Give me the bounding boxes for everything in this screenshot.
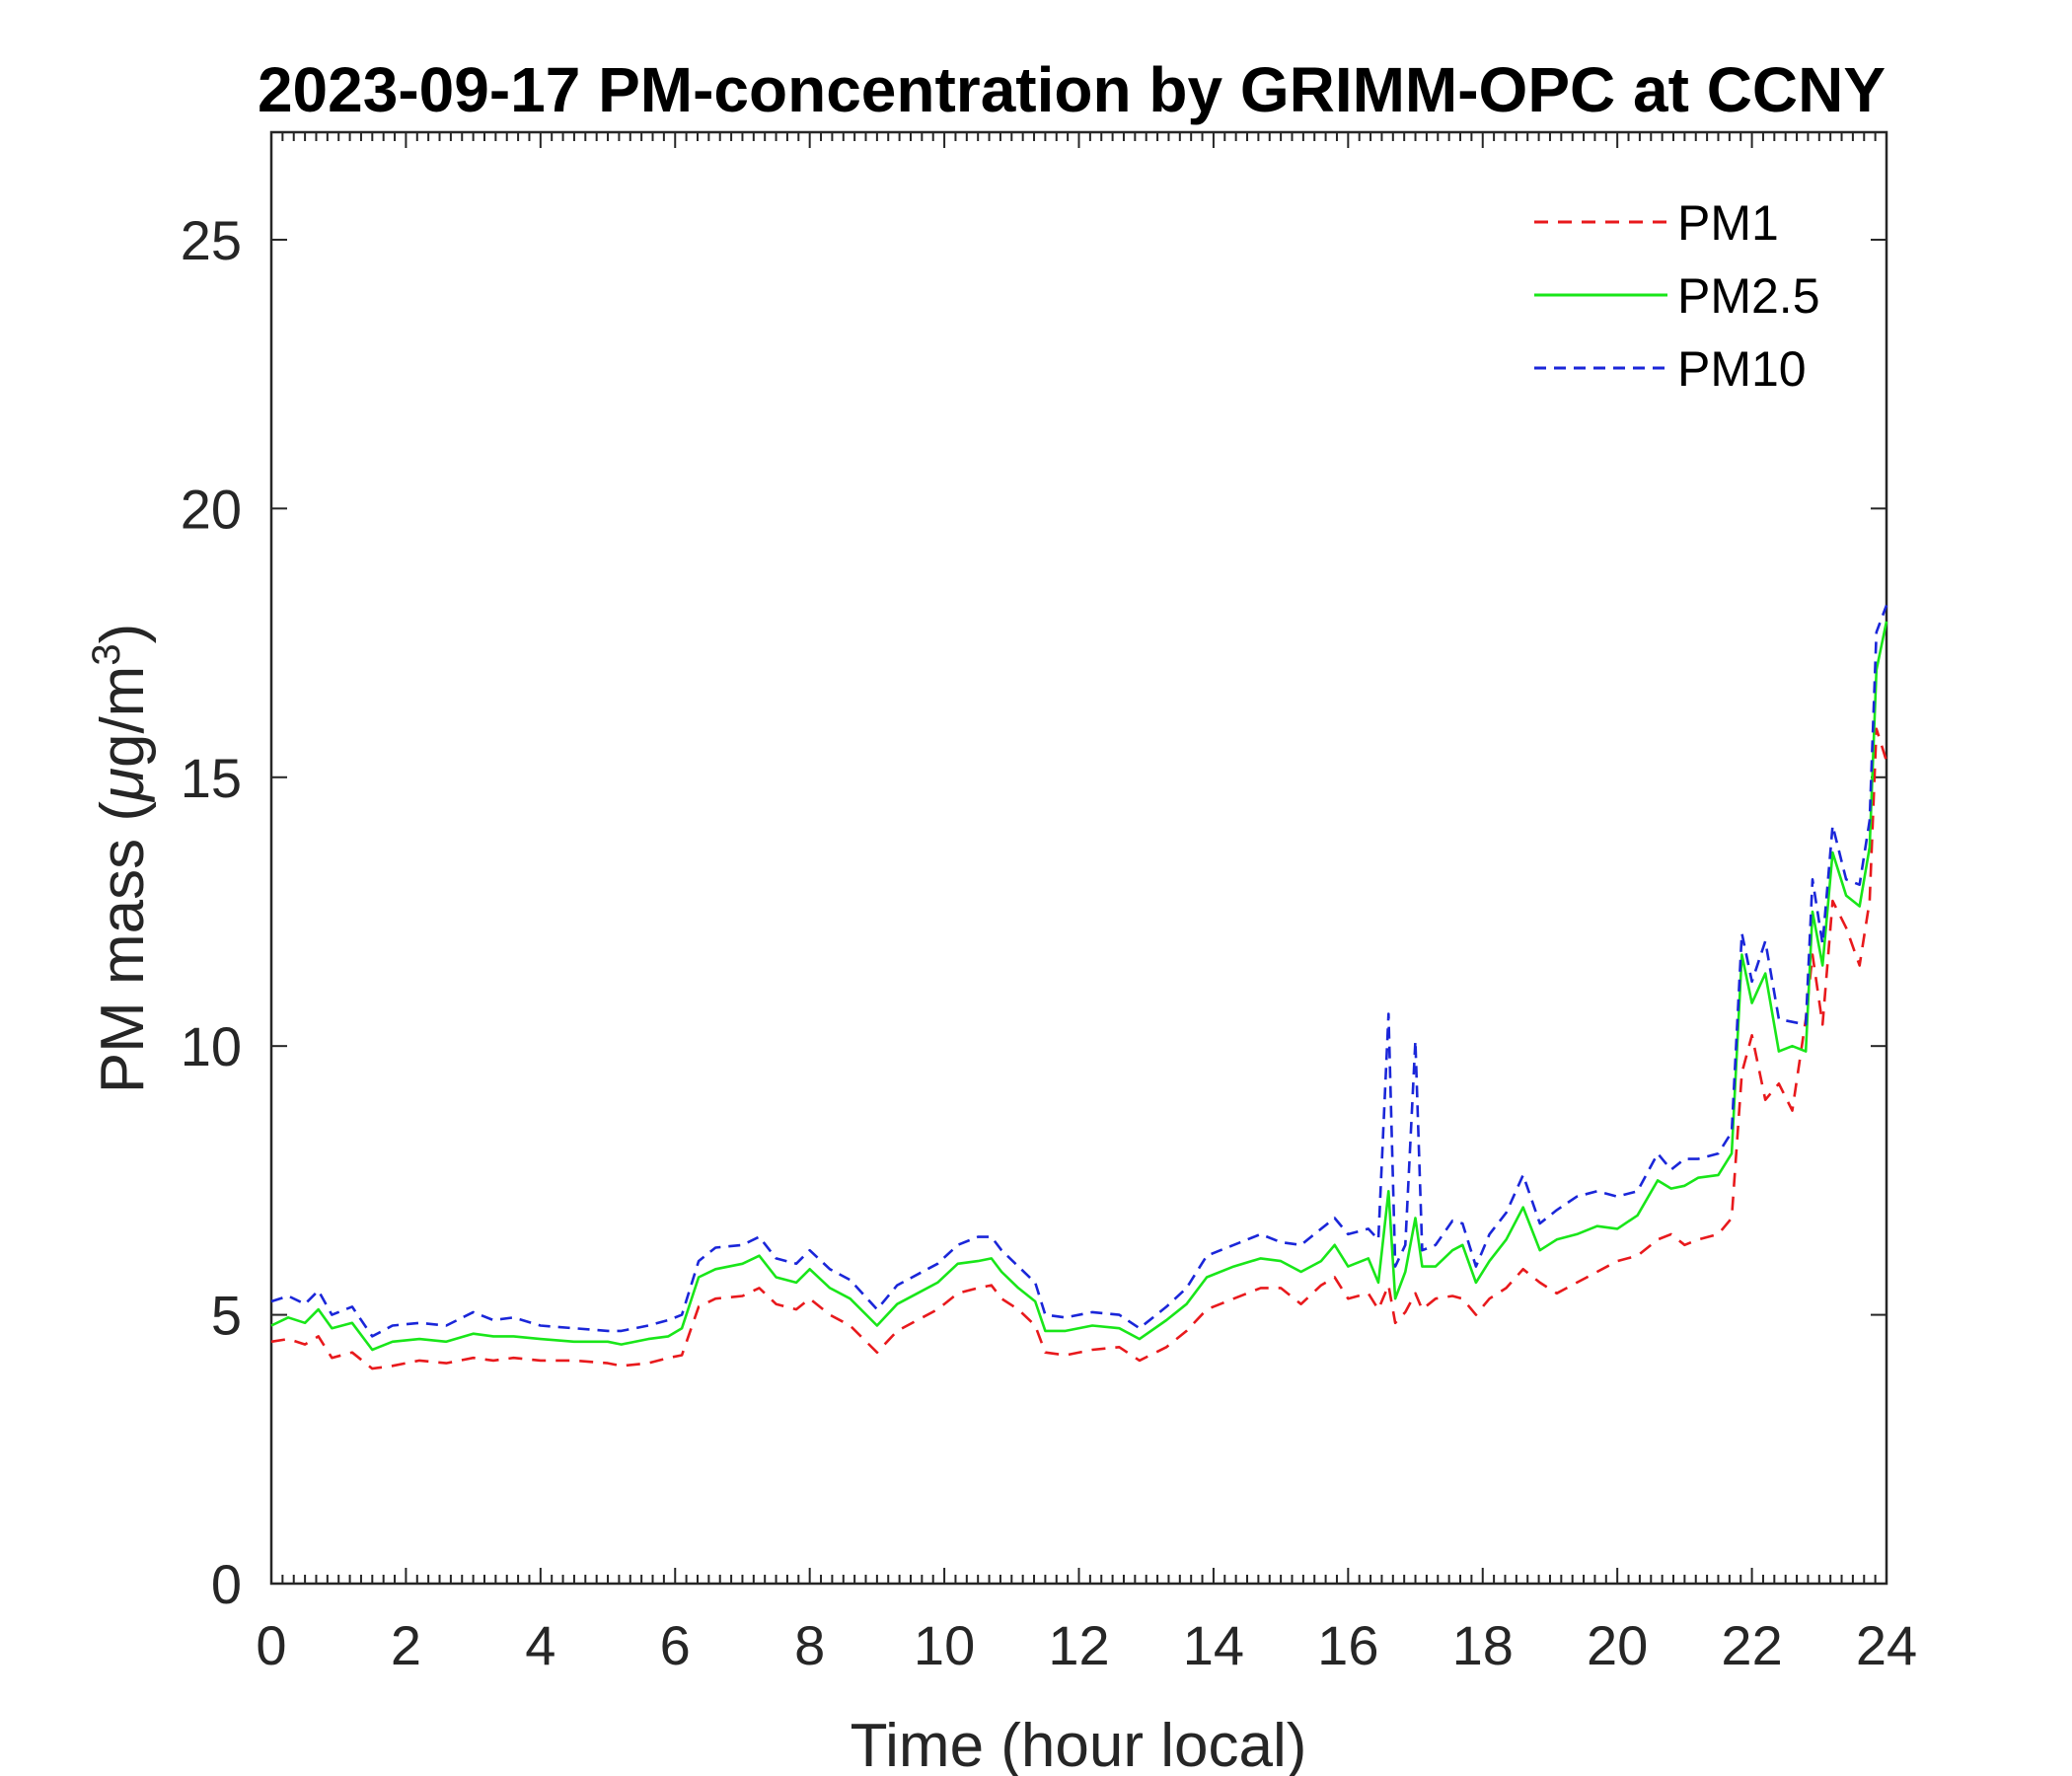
- y-tick-label: 5: [211, 1285, 242, 1347]
- y-tick-label: 20: [181, 478, 242, 540]
- y-axis-ticks: 0 5 10 15 20 25: [181, 209, 1887, 1615]
- x-axis-ticks: 0 2 4 6 8 10 12 14 16 18 20 22 24: [256, 132, 1917, 1676]
- y-tick-label: 25: [181, 209, 242, 271]
- x-tick-label: 10: [914, 1614, 975, 1676]
- y-axis-title-superscript: 3: [85, 643, 128, 665]
- series-line-pm2-5: [270, 621, 1888, 1352]
- x-tick-label: 8: [794, 1614, 825, 1676]
- y-axis-title-mu: μ: [89, 768, 157, 803]
- legend-label: PM2.5: [1677, 268, 1820, 324]
- x-tick-label: 18: [1452, 1614, 1514, 1676]
- legend-label: PM10: [1677, 341, 1807, 397]
- legend: PM1 PM2.5 PM10: [1534, 195, 1820, 397]
- y-tick-label: 10: [181, 1015, 242, 1077]
- y-tick-label: 15: [181, 747, 242, 809]
- x-tick-label: 6: [660, 1614, 691, 1676]
- y-tick-label: 0: [211, 1553, 242, 1615]
- series-lines: [270, 604, 1888, 1370]
- x-tick-label: 4: [525, 1614, 555, 1676]
- series-line-pm1: [270, 727, 1888, 1370]
- x-axis-title: Time (hour local): [851, 1712, 1307, 1776]
- series-line-pm10: [270, 604, 1888, 1338]
- y-axis-title-suffix: ): [89, 624, 157, 644]
- x-tick-label: 16: [1317, 1614, 1378, 1676]
- y-axis-title-unit: g/m: [89, 666, 157, 768]
- y-axis-title-prefix: PM mass (: [89, 801, 157, 1094]
- x-tick-label: 12: [1048, 1614, 1109, 1676]
- x-tick-label: 20: [1587, 1614, 1648, 1676]
- x-tick-label: 24: [1856, 1614, 1917, 1676]
- legend-label: PM1: [1677, 195, 1779, 251]
- chart-title: 2023-09-17 PM-concentration by GRIMM-OPC…: [258, 54, 1886, 125]
- x-tick-label: 0: [256, 1614, 286, 1676]
- x-tick-label: 2: [391, 1614, 421, 1676]
- x-tick-label: 22: [1721, 1614, 1782, 1676]
- y-axis-title: PM mass (μg/m3): [85, 624, 157, 1093]
- plot-area-frame: [269, 130, 1888, 1586]
- x-tick-label: 14: [1183, 1614, 1244, 1676]
